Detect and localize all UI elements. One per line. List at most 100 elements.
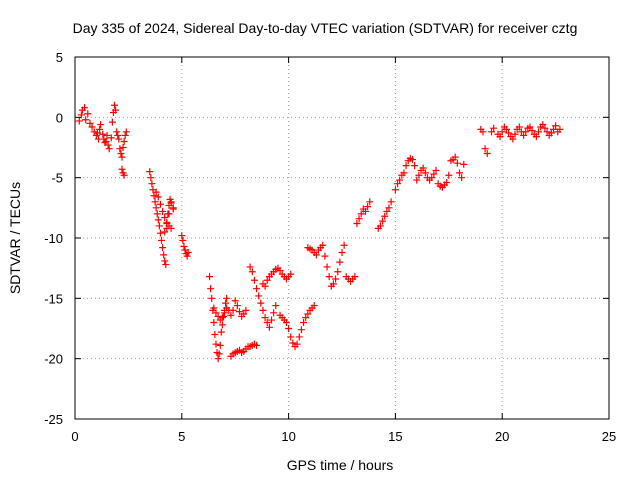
data-point-plus [334,268,342,276]
data-point-plus [552,122,560,130]
data-point-plus [148,180,156,188]
data-point-plus [165,210,173,218]
data-point-plus [156,200,164,208]
data-point-plus [216,341,224,349]
x-tick-label: 20 [495,429,509,444]
data-point-plus [161,213,169,221]
data-point-plus [488,128,496,136]
data-point-plus [105,145,113,153]
data-point-plus [321,252,329,260]
data-point-plus [509,135,517,143]
data-point-plus [396,176,404,184]
data-point-plus [107,134,115,142]
data-point-plus [541,124,549,132]
data-point-plus [323,263,331,271]
data-point-plus [121,131,129,139]
data-point-plus [353,220,361,228]
data-point-plus [120,137,128,145]
data-point-plus [535,128,543,136]
data-point-plus [287,270,295,278]
data-point-plus [276,267,284,275]
data-point-plus [211,331,219,339]
data-point-plus [152,188,160,196]
data-point-plus [183,252,191,260]
data-point-plus [351,273,359,281]
data-point-plus [381,212,389,220]
data-point-plus [357,210,365,218]
data-point-plus [214,355,222,363]
data-point-plus [159,244,167,252]
data-point-plus [81,104,89,112]
data-point-plus [526,123,534,131]
data-point-plus [336,258,344,266]
data-point-plus [490,124,498,132]
data-point-plus [221,309,229,317]
data-point-plus [413,176,421,184]
data-point-plus [539,121,547,129]
data-point-plus [214,312,222,320]
data-point-plus [253,341,261,349]
data-point-plus [522,128,530,136]
data-point-plus [458,174,466,182]
data-point-plus [146,168,154,176]
data-point-plus [151,198,159,206]
data-point-plus [111,101,119,109]
data-point-plus [481,145,489,153]
data-point-plus [217,328,225,336]
data-point-plus [118,165,126,173]
data-point-plus [242,306,250,314]
data-point-plus [120,171,128,179]
data-point-plus [379,217,387,225]
data-point-plus [222,299,230,307]
data-point-plus [218,321,226,329]
x-tick-label: 25 [602,429,616,444]
data-point-plus [119,144,127,151]
data-point-plus [479,128,487,136]
data-point-plus [163,224,171,232]
grid [75,57,609,419]
data-point-plus [229,306,237,314]
data-point-plus [515,123,523,131]
data-point-plus [215,350,223,358]
data-point-plus [84,110,92,118]
data-point-plus [496,133,504,141]
data-point-plus [96,125,104,133]
data-point-plus [82,116,90,124]
data-point-plus [99,130,107,138]
data-point-plus [184,248,192,256]
data-point-plus [77,111,85,119]
data-point-plus [428,174,436,182]
data-point-plus [154,193,162,201]
x-tick-label: 5 [178,429,185,444]
data-point-plus [210,318,218,326]
data-point-plus [255,292,263,300]
y-tick-label: 5 [56,50,63,65]
data-point-plus [400,169,408,177]
data-point-plus [147,174,155,182]
data-point-plus [355,215,363,223]
data-point-plus [169,204,177,212]
data-point-plus [319,241,327,249]
data-point-plus [432,166,440,174]
data-point-plus [206,273,214,281]
data-point-plus [310,302,318,310]
data-point-plus [152,204,160,212]
data-point-plus [118,153,126,161]
data-point-plus [93,129,101,137]
data-point-plus [248,268,256,276]
data-point-plus [86,119,94,127]
data-point-plus [302,314,310,322]
chart-title: Day 335 of 2024, Sidereal Day-to-day VTE… [73,20,578,36]
data-point-plus [528,127,536,135]
data-point-plus [113,128,121,136]
data-point-plus [556,125,564,133]
data-point-plus [460,160,468,168]
data-point-plus [163,218,171,226]
data-point-plus [240,310,248,318]
data-point-plus [520,131,528,139]
data-point-plus [338,248,346,256]
data-point-plus [364,203,372,211]
data-point-plus [112,106,120,114]
data-point-plus [415,171,423,179]
